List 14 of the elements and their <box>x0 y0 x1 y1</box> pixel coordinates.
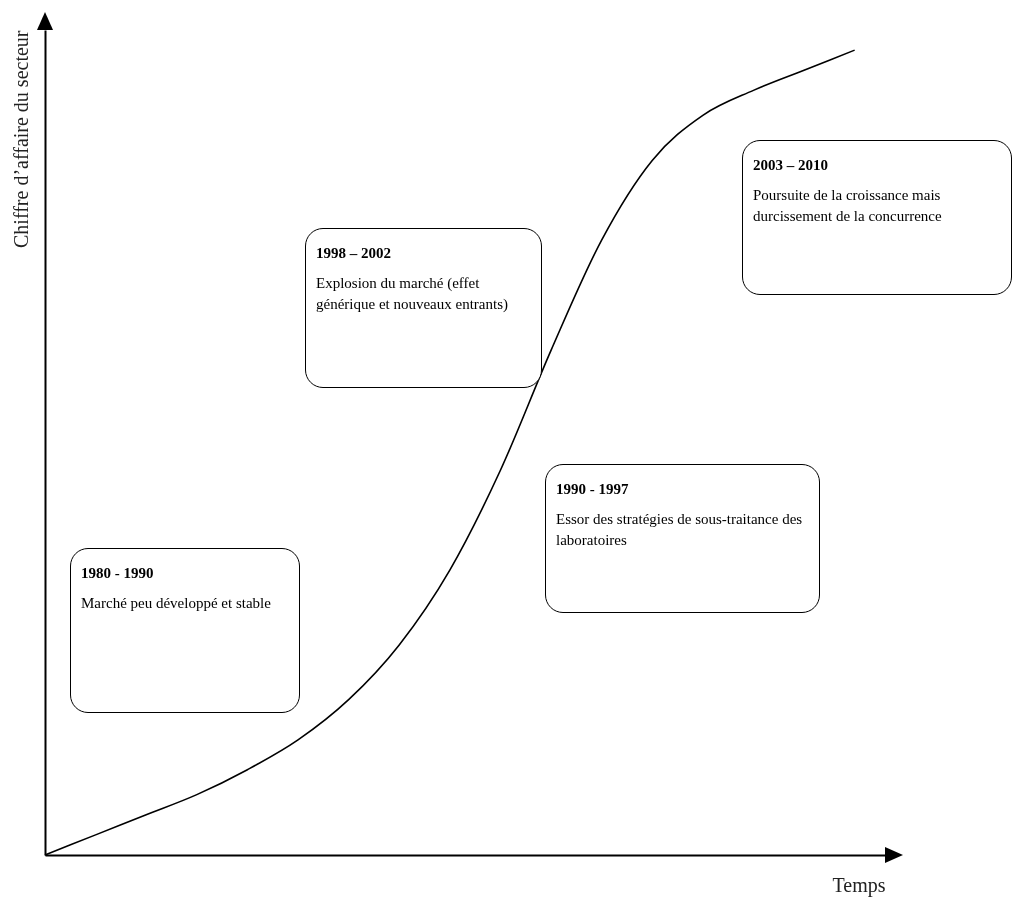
y-axis-title: Chiffre d’affaire du secteur <box>9 30 32 248</box>
rounded-box: 2003 – 2010 Poursuite de la croissance mais durcissement de la concurrence <box>742 140 1012 295</box>
annotation: 2003 – 2010 <box>753 156 829 175</box>
annotation: Poursuite de la croissance mais durcissement de la concurrence <box>753 186 943 226</box>
x-axis-title: Temps <box>832 873 886 897</box>
annotation: 1990 - 1997 <box>556 480 630 499</box>
annotation: 1980 - 1990 <box>81 564 155 583</box>
rounded-box: 1990 - 1997 Essor des stratégies de sous-traitance des laboratoires <box>545 464 820 613</box>
annotation: Marché peu développé et stable <box>81 594 272 614</box>
annotation: Explosion du marché (effet générique et nouveaux entrants) <box>316 274 509 314</box>
annotation: Essor des stratégies de sous-traitance des laboratoires <box>556 510 804 550</box>
annotation: 1998 – 2002 <box>316 244 392 263</box>
rounded-box: 1998 – 2002 Explosion du marché (effet générique et nouveaux entrants) <box>305 228 542 388</box>
rounded-box: 1980 - 1990 Marché peu développé et stable <box>70 548 300 713</box>
